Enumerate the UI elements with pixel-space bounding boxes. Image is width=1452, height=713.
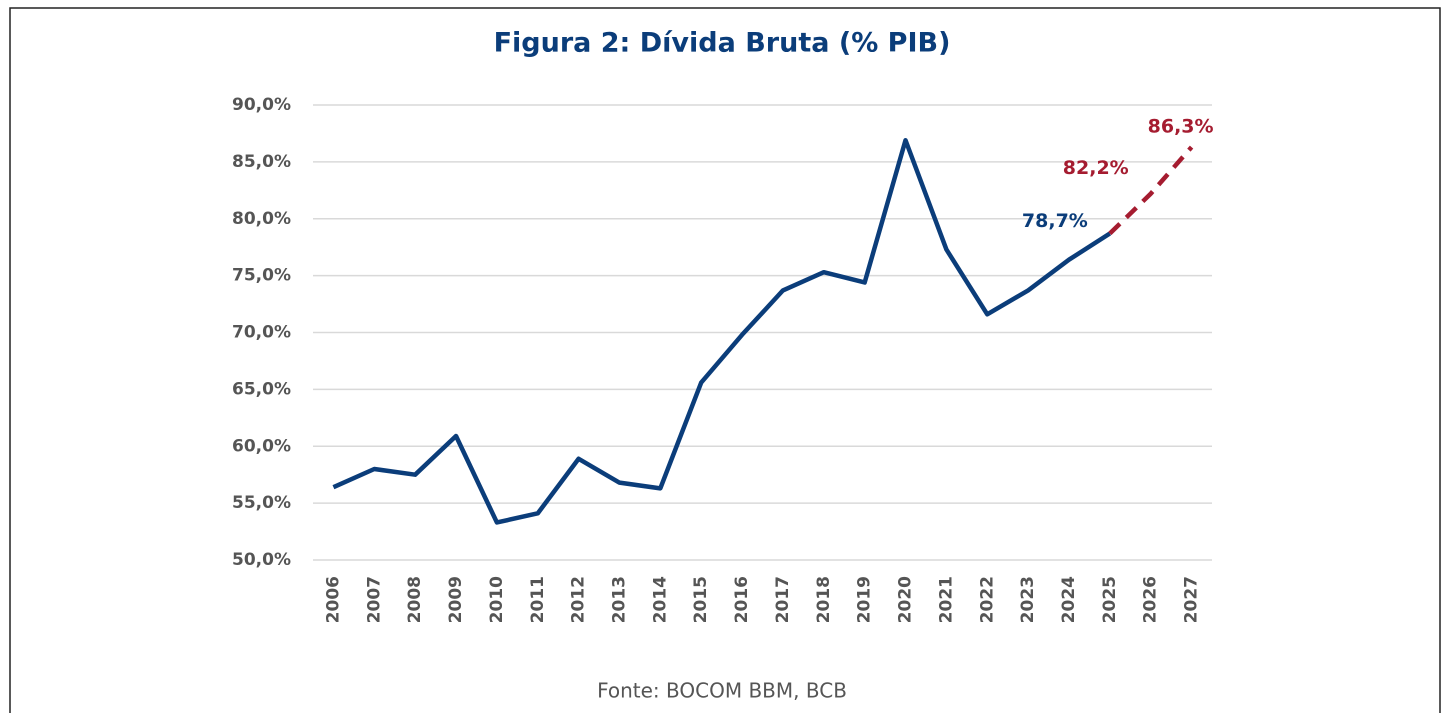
x-tick-label: 2011	[528, 576, 548, 623]
x-tick-label: 2013	[609, 576, 629, 623]
x-tick-label: 2008	[405, 576, 425, 623]
x-tick-label: 2027	[1182, 576, 1202, 623]
y-tick-label: 85,0%	[232, 152, 291, 172]
y-tick-label: 60,0%	[232, 436, 291, 456]
x-tick-label: 2014	[650, 576, 670, 623]
y-tick-label: 80,0%	[232, 209, 291, 229]
x-tick-label: 2021	[936, 576, 956, 623]
y-tick-label: 70,0%	[232, 323, 291, 343]
x-tick-label: 2024	[1059, 576, 1079, 623]
y-tick-label: 75,0%	[232, 266, 291, 286]
x-tick-label: 2017	[773, 576, 793, 623]
x-tick-label: 2018	[814, 576, 834, 623]
x-tick-label: 2020	[896, 576, 916, 623]
x-tick-label: 2019	[855, 576, 875, 623]
y-tick-label: 65,0%	[232, 379, 291, 399]
data-line	[1108, 145, 1194, 236]
x-tick-label: 2023	[1018, 576, 1038, 623]
source-note: Fonte: BOCOM BBM, BCB	[597, 679, 847, 703]
x-tick-label: 2010	[487, 576, 507, 623]
x-tick-label: 2006	[323, 576, 343, 623]
data-label: 82,2%	[1063, 157, 1129, 179]
data-label: 86,3%	[1148, 116, 1214, 138]
y-tick-label: 90,0%	[232, 95, 291, 115]
data-line	[332, 138, 1112, 525]
x-tick-label: 2016	[732, 576, 752, 623]
data-label: 78,7%	[1022, 210, 1088, 232]
y-tick-label: 50,0%	[232, 550, 291, 570]
x-tick-label: 2025	[1100, 576, 1120, 623]
frame	[9, 7, 1441, 713]
x-tick-label: 2012	[569, 576, 589, 623]
x-tick-label: 2022	[977, 576, 997, 623]
x-tick-label: 2026	[1141, 576, 1161, 623]
chart-title: Figura 2: Dívida Bruta (% PIB)	[494, 28, 951, 59]
x-tick-label: 2015	[691, 576, 711, 623]
x-tick-label: 2007	[364, 576, 384, 623]
x-tick-label: 2009	[446, 576, 466, 623]
y-tick-label: 55,0%	[232, 493, 291, 513]
